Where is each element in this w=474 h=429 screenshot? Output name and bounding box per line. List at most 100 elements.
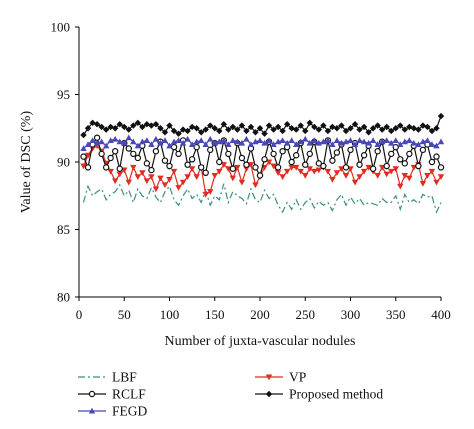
data-point-vp: [175, 185, 182, 191]
data-point-proposed-method: [360, 123, 368, 131]
data-point-vp: [265, 159, 273, 166]
data-point-fegd: [297, 138, 304, 145]
data-point-proposed-method: [161, 129, 169, 136]
data-point-fegd: [428, 141, 436, 148]
data-point-vp: [297, 168, 304, 175]
data-point-fegd: [98, 138, 105, 145]
data-point-fegd: [220, 137, 227, 143]
data-point-vp: [107, 168, 114, 175]
data-point-rclf: [261, 156, 268, 163]
data-point-fegd: [148, 141, 155, 148]
data-point-rclf: [369, 165, 377, 172]
data-point-rclf: [243, 161, 250, 168]
data-point-vp: [170, 168, 178, 175]
data-point-rclf: [93, 134, 101, 141]
data-point-proposed-method: [437, 112, 445, 120]
data-point-vp: [428, 168, 436, 175]
data-point-rclf: [315, 160, 323, 167]
data-point-fegd: [288, 137, 295, 143]
data-point-proposed-method: [134, 119, 142, 127]
data-point-rclf: [392, 143, 399, 151]
data-point-fegd: [116, 138, 123, 145]
data-point-proposed-method: [378, 126, 386, 133]
data-point-proposed-method: [139, 123, 146, 131]
data-point-proposed-method: [356, 126, 363, 133]
data-point-fegd: [175, 137, 182, 143]
data-point-rclf: [143, 160, 151, 167]
data-point-proposed-method: [428, 127, 436, 135]
data-point-proposed-method: [202, 126, 209, 133]
data-point-proposed-method: [238, 122, 246, 129]
data-point-proposed-method: [297, 122, 304, 129]
data-point-fegd: [80, 145, 87, 152]
data-point-fegd: [360, 138, 368, 145]
data-point-vp: [333, 170, 341, 176]
data-point-fegd: [265, 137, 273, 143]
data-point-rclf: [288, 158, 295, 166]
data-point-rclf: [80, 153, 87, 160]
data-point-fegd: [161, 137, 169, 143]
data-point-rclf: [383, 162, 390, 170]
data-point-proposed-method: [347, 125, 354, 132]
legend-item-lbf: LBF: [78, 370, 137, 385]
data-point-vp: [125, 179, 132, 186]
data-point-fegd: [410, 139, 418, 146]
data-point-rclf: [130, 150, 137, 158]
data-point-proposed-method: [397, 122, 404, 129]
data-point-rclf: [116, 165, 123, 172]
data-point-vp: [243, 166, 250, 172]
data-point-proposed-method: [274, 123, 282, 131]
data-point-rclf: [293, 152, 300, 159]
legend-label-rclf: RCLF: [112, 387, 146, 402]
data-point-fegd: [112, 135, 119, 142]
legend-marker-proposed-method: [265, 390, 273, 398]
data-point-vp: [406, 175, 413, 182]
data-point-fegd: [279, 137, 286, 143]
data-point-proposed-method: [152, 121, 160, 128]
data-point-fegd: [406, 137, 413, 143]
data-point-vp: [220, 162, 227, 168]
data-point-rclf: [184, 161, 191, 168]
axes: 0 50 100 150 200 250 300 350 400 80 85 90 95 100: [51, 20, 451, 323]
data-point-vp: [324, 168, 332, 175]
data-point-fegd: [102, 142, 110, 149]
data-point-fegd: [311, 137, 318, 143]
data-point-vp: [365, 164, 372, 171]
data-point-vp: [351, 179, 359, 186]
data-point-vp: [184, 174, 191, 181]
data-point-fegd: [207, 135, 214, 142]
data-point-rclf: [216, 158, 223, 166]
x-tick-label: 400: [431, 307, 451, 322]
data-point-vp: [279, 174, 286, 181]
data-point-vp: [360, 168, 368, 175]
data-point-fegd: [388, 139, 395, 146]
data-point-rclf: [238, 154, 246, 162]
data-point-vp: [419, 181, 427, 187]
data-point-fegd: [143, 137, 151, 143]
data-point-rclf: [270, 150, 277, 158]
data-point-vp: [311, 168, 318, 175]
x-tick-label: 0: [76, 307, 83, 322]
data-point-fegd: [351, 141, 359, 148]
data-point-vp: [179, 179, 187, 186]
data-point-rclf: [188, 156, 196, 163]
data-point-proposed-method: [256, 125, 264, 132]
series-proposed-method: [80, 112, 445, 139]
data-point-proposed-method: [342, 127, 350, 135]
data-point-rclf: [419, 146, 427, 154]
data-point-proposed-method: [306, 119, 313, 127]
data-point-rclf: [170, 143, 178, 151]
data-point-rclf: [356, 161, 363, 168]
data-point-proposed-method: [80, 131, 87, 139]
data-point-fegd: [225, 141, 232, 148]
data-point-proposed-method: [388, 127, 395, 135]
data-point-proposed-method: [424, 123, 431, 131]
data-point-rclf: [406, 150, 413, 158]
data-point-fegd: [125, 134, 132, 141]
data-point-vp: [306, 166, 313, 172]
data-point-fegd: [238, 139, 246, 146]
data-point-proposed-method: [234, 126, 241, 133]
data-point-proposed-method: [184, 127, 191, 135]
data-point-proposed-method: [383, 123, 390, 131]
x-tick-label: 300: [341, 307, 361, 322]
